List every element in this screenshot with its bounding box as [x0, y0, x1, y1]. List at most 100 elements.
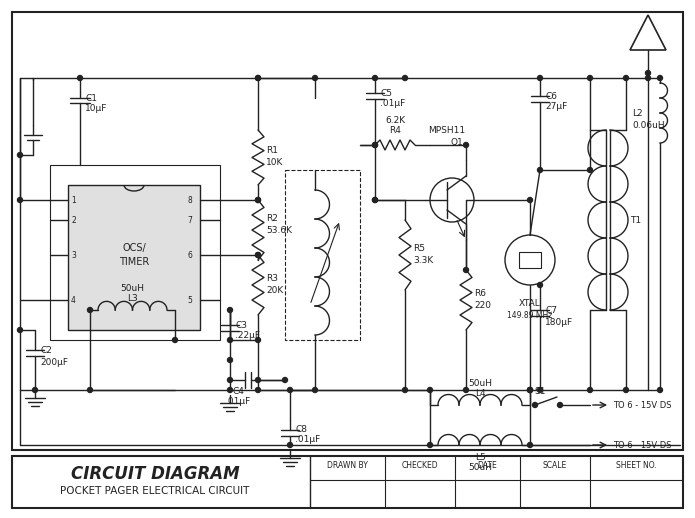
Circle shape — [464, 142, 468, 148]
Text: L2: L2 — [632, 108, 643, 118]
Circle shape — [288, 387, 293, 393]
Text: .01μF: .01μF — [295, 436, 320, 444]
Circle shape — [227, 308, 233, 312]
Bar — [68, 185, 200, 330]
Circle shape — [373, 76, 377, 80]
Circle shape — [256, 338, 261, 342]
Text: TO 6 - 15V DS: TO 6 - 15V DS — [613, 400, 671, 410]
Text: Q1: Q1 — [450, 137, 464, 147]
Text: R4: R4 — [389, 125, 401, 135]
Circle shape — [373, 197, 377, 203]
Circle shape — [33, 387, 38, 393]
Circle shape — [288, 442, 293, 448]
Text: L3: L3 — [127, 294, 138, 303]
Text: SCALE: SCALE — [543, 462, 567, 470]
Circle shape — [227, 357, 233, 363]
Text: R6: R6 — [474, 289, 486, 297]
Text: C1: C1 — [85, 94, 97, 103]
Circle shape — [464, 267, 468, 272]
Circle shape — [646, 70, 651, 76]
Text: C3: C3 — [235, 321, 247, 329]
Circle shape — [256, 197, 261, 203]
Circle shape — [532, 402, 537, 408]
Text: 3.3K: 3.3K — [413, 255, 433, 265]
Circle shape — [646, 76, 651, 80]
Text: TO 6 - 15V DS: TO 6 - 15V DS — [613, 440, 671, 450]
Text: S1: S1 — [534, 386, 546, 396]
Text: OCS/: OCS/ — [122, 243, 146, 253]
Text: 10μF: 10μF — [85, 104, 107, 112]
Text: CHECKED: CHECKED — [402, 462, 439, 470]
Circle shape — [88, 387, 92, 393]
Text: .22μF: .22μF — [235, 330, 260, 339]
Circle shape — [528, 387, 532, 393]
Text: R1: R1 — [266, 146, 278, 154]
Circle shape — [17, 327, 22, 333]
Text: C7: C7 — [545, 306, 557, 314]
Circle shape — [537, 76, 543, 80]
Bar — [519, 252, 541, 268]
Text: C4: C4 — [232, 387, 244, 396]
Circle shape — [227, 378, 233, 382]
Circle shape — [464, 387, 468, 393]
Circle shape — [227, 387, 233, 393]
Circle shape — [537, 282, 543, 287]
Text: 149.89 MHz: 149.89 MHz — [507, 310, 553, 320]
Circle shape — [528, 387, 532, 393]
Text: C2: C2 — [40, 346, 52, 354]
Text: 53.6K: 53.6K — [266, 225, 292, 235]
Circle shape — [587, 76, 593, 80]
Circle shape — [373, 142, 377, 148]
Text: T1: T1 — [630, 215, 641, 224]
Circle shape — [537, 387, 543, 393]
Circle shape — [402, 387, 407, 393]
Text: C6: C6 — [545, 92, 557, 100]
Text: 20K: 20K — [266, 285, 284, 295]
Circle shape — [88, 308, 92, 312]
Text: L4: L4 — [475, 388, 485, 397]
Circle shape — [313, 387, 318, 393]
Circle shape — [282, 378, 288, 382]
Circle shape — [256, 76, 261, 80]
Circle shape — [537, 167, 543, 172]
Circle shape — [256, 197, 261, 203]
Text: 5: 5 — [187, 295, 192, 305]
Text: 6: 6 — [187, 251, 192, 260]
Text: 8: 8 — [187, 195, 192, 205]
Circle shape — [17, 197, 22, 203]
Text: 3: 3 — [71, 251, 76, 260]
Text: 200μF: 200μF — [40, 357, 68, 367]
Bar — [12, 12, 683, 450]
Circle shape — [373, 142, 377, 148]
Circle shape — [623, 387, 628, 393]
Circle shape — [17, 152, 22, 157]
Text: MPSH11: MPSH11 — [428, 125, 466, 135]
Circle shape — [528, 442, 532, 448]
Text: 27μF: 27μF — [545, 102, 567, 110]
Circle shape — [313, 76, 318, 80]
Text: .01μF: .01μF — [225, 397, 251, 407]
Text: 1: 1 — [71, 195, 76, 205]
Text: CIRCUIT DIAGRAM: CIRCUIT DIAGRAM — [71, 465, 239, 483]
Text: XTAL: XTAL — [519, 298, 541, 308]
Text: R2: R2 — [266, 213, 278, 223]
Circle shape — [557, 402, 562, 408]
Circle shape — [256, 252, 261, 257]
Text: 50uH: 50uH — [468, 379, 492, 387]
Circle shape — [256, 378, 261, 382]
Circle shape — [623, 76, 628, 80]
Bar — [12, 456, 683, 508]
Text: R3: R3 — [266, 274, 278, 282]
Text: DATE: DATE — [477, 462, 497, 470]
Circle shape — [528, 387, 532, 393]
Text: 10K: 10K — [266, 157, 284, 166]
Circle shape — [587, 387, 593, 393]
Circle shape — [587, 167, 593, 172]
Text: 2: 2 — [71, 215, 76, 224]
Circle shape — [256, 76, 261, 80]
Bar — [285, 170, 360, 340]
Text: POCKET PAGER ELECTRICAL CIRCUIT: POCKET PAGER ELECTRICAL CIRCUIT — [60, 486, 250, 496]
Circle shape — [657, 76, 662, 80]
Text: 50uH: 50uH — [468, 463, 492, 471]
Text: 6.2K: 6.2K — [385, 116, 405, 124]
